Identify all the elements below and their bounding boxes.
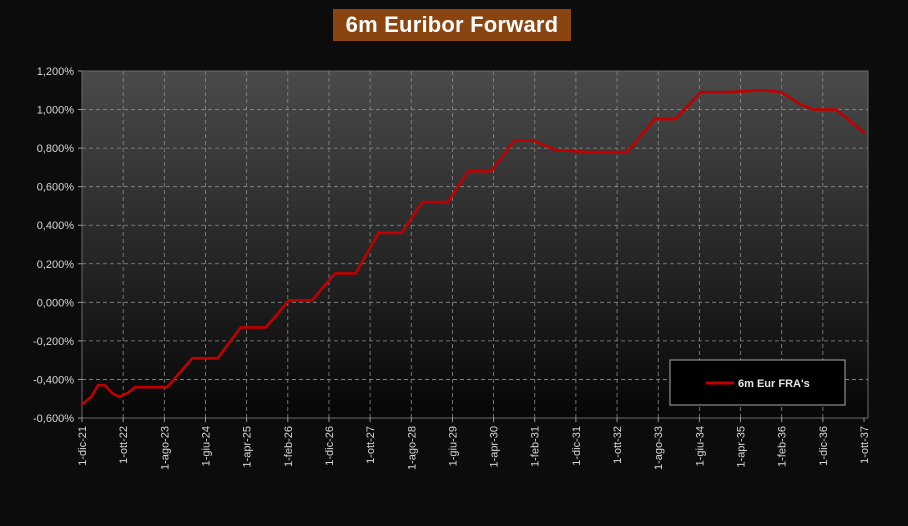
y-tick-label: -0,200% bbox=[33, 336, 74, 348]
y-tick-label: 0,800% bbox=[37, 143, 75, 155]
series-line bbox=[80, 89, 866, 406]
x-tick-label: 1-apr-35 bbox=[736, 426, 748, 468]
y-tick-label: 1,000% bbox=[37, 105, 75, 117]
y-tick-label: 0,200% bbox=[37, 259, 75, 271]
x-tick-label: 1-ott-37 bbox=[859, 426, 871, 464]
y-tick-label: 0,000% bbox=[37, 297, 75, 309]
x-tick-label: 1-ago-28 bbox=[406, 426, 418, 470]
x-axis: 1-dic-21 1-ott-22 1-ago-23 1-giu-24 1-apr-25… bbox=[77, 418, 871, 470]
x-tick-label: 1-dic-21 bbox=[77, 426, 89, 466]
y-tick-label: -0,600% bbox=[33, 413, 74, 425]
x-tick-label: 1-giu-24 bbox=[200, 426, 212, 466]
legend-label: 6m Eur FRA's bbox=[738, 378, 810, 390]
y-tick-label: 1,200% bbox=[37, 66, 75, 78]
x-tick-label: 1-ago-23 bbox=[159, 426, 171, 470]
x-tick-label: 1-dic-31 bbox=[571, 426, 583, 466]
x-tick-label: 1-feb-26 bbox=[283, 426, 295, 467]
x-tick-label: 1-ago-33 bbox=[653, 426, 665, 470]
legend: 6m Eur FRA's bbox=[669, 359, 846, 406]
series-layer bbox=[80, 89, 866, 406]
chart-title: 6m Euribor Forward bbox=[333, 9, 571, 41]
x-tick-label: 1-apr-25 bbox=[242, 426, 254, 468]
x-tick-label: 1-giu-34 bbox=[694, 426, 706, 466]
y-tick-label: -0,400% bbox=[33, 374, 74, 386]
gridlines bbox=[82, 71, 868, 418]
x-tick-label: 1-dic-36 bbox=[818, 426, 830, 466]
x-tick-label: 1-feb-36 bbox=[777, 426, 789, 467]
x-tick-label: 1-dic-26 bbox=[324, 426, 336, 466]
legend-box bbox=[669, 359, 846, 406]
y-tick-label: 0,400% bbox=[37, 220, 75, 232]
x-tick-label: 1-ott-27 bbox=[365, 426, 377, 464]
y-tick-label: 0,600% bbox=[37, 182, 75, 194]
y-axis: -0,600% -0,400% -0,200% 0,000% 0,200% 0,400% 0… bbox=[33, 66, 82, 425]
x-tick-label: 1-feb-31 bbox=[530, 426, 542, 467]
x-tick-label: 1-ott-22 bbox=[118, 426, 130, 464]
x-tick-label: 1-apr-30 bbox=[489, 426, 501, 468]
x-tick-label: 1-giu-29 bbox=[447, 426, 459, 466]
x-tick-label: 1-ott-32 bbox=[612, 426, 624, 464]
